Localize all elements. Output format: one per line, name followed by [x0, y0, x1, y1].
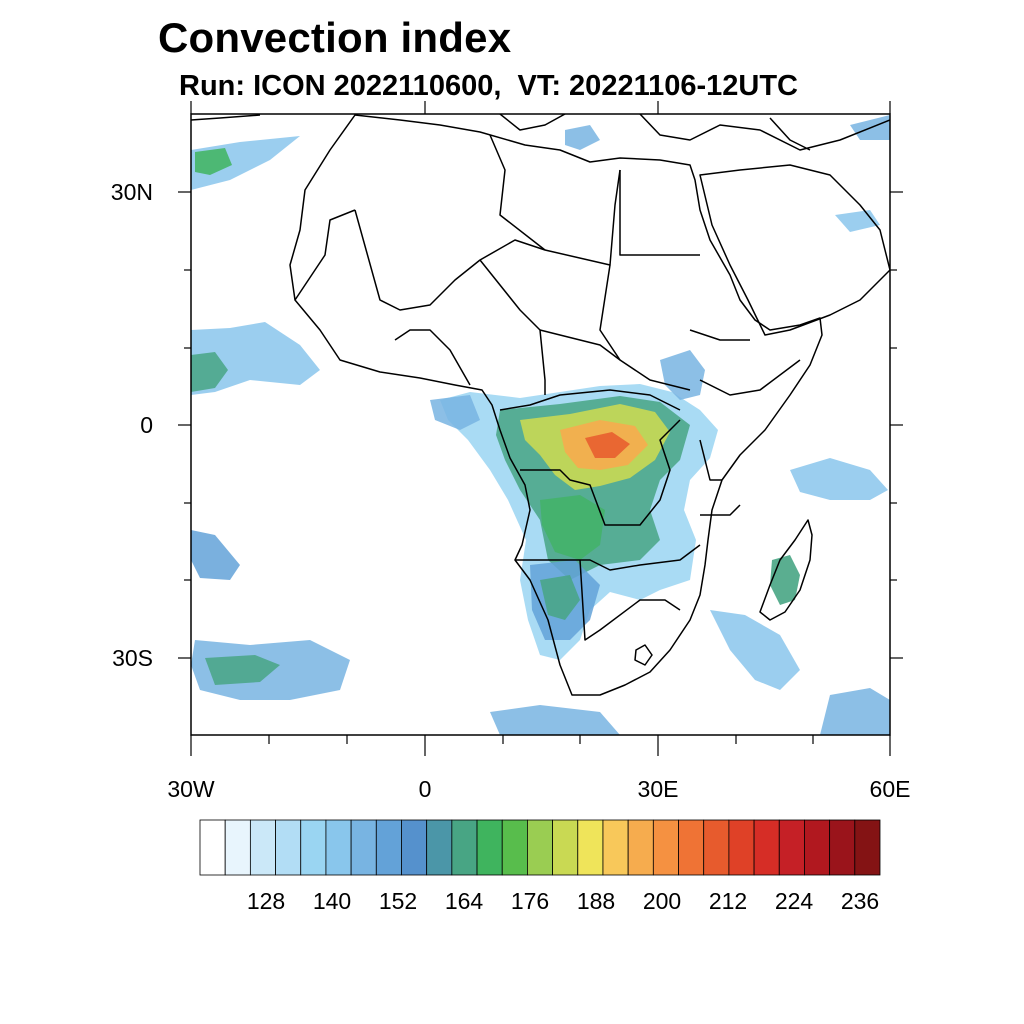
- colorbar-swatch: [829, 819, 856, 876]
- colorbar-swatch: [325, 819, 352, 876]
- colorbar: [199, 819, 881, 876]
- lat-label-30n: 30N: [110, 179, 153, 205]
- madagascar-coastline: [759, 519, 813, 621]
- convection-field-east-africa: [660, 350, 705, 400]
- convection-field-gulf-guinea: [430, 395, 480, 430]
- lon-label-0: 0: [418, 776, 432, 802]
- colorbar-swatch: [854, 819, 881, 876]
- colorbar-label: 212: [708, 888, 748, 914]
- colorbar-swatch: [300, 819, 327, 876]
- colorbar-swatch: [199, 819, 226, 876]
- convection-field-mediterranean: [565, 125, 600, 150]
- colorbar-swatch: [652, 819, 679, 876]
- colorbar-swatch: [627, 819, 654, 876]
- colorbar-swatch: [426, 819, 453, 876]
- convection-field-core-red: [585, 432, 630, 458]
- border-line: [619, 170, 700, 256]
- colorbar-swatch: [778, 819, 805, 876]
- colorbar-swatch: [249, 819, 276, 876]
- colorbar-label: 188: [576, 888, 616, 914]
- europe-coastline: [639, 114, 890, 151]
- colorbar-swatch: [527, 819, 553, 876]
- border-line: [294, 209, 356, 301]
- colorbar-swatch: [476, 819, 503, 876]
- convection-field-indian-ocean: [710, 610, 800, 690]
- convection-field-northwest-atlantic-core: [195, 148, 232, 175]
- lon-label-30w: 30W: [167, 776, 215, 802]
- map-ticks: [178, 101, 903, 756]
- lat-label-0: 0: [140, 412, 153, 438]
- colorbar-label: 140: [312, 888, 352, 914]
- colorbar-swatch: [804, 819, 831, 876]
- border-line: [520, 419, 681, 526]
- colorbar-label: 152: [378, 888, 418, 914]
- colorbar-swatch: [375, 819, 402, 876]
- border-line: [515, 544, 701, 571]
- colorbar-swatch: [703, 819, 730, 876]
- country-borders: [191, 114, 890, 696]
- colorbar-label: 128: [246, 888, 286, 914]
- chart-title: Convection index: [158, 14, 512, 61]
- colorbar-swatch: [275, 819, 302, 876]
- europe-coastline: [191, 114, 261, 121]
- colorbar-swatch: [753, 819, 780, 876]
- border-line: [539, 329, 621, 361]
- border-line: [689, 329, 750, 341]
- border-line: [700, 504, 741, 516]
- colorbar-label: 176: [510, 888, 550, 914]
- africa-coastline: [289, 114, 823, 696]
- convection-field-south-atlantic-core: [205, 655, 280, 685]
- colorbar-label: 224: [774, 888, 814, 914]
- europe-coastline: [499, 114, 566, 131]
- convection-field-southeast-band: [820, 688, 890, 735]
- border-line: [499, 389, 681, 411]
- convection-field-south-band: [490, 705, 620, 735]
- colorbar-swatch: [728, 819, 755, 876]
- convection-field-west-atlantic: [191, 322, 320, 395]
- lon-label-60e: 60E: [869, 776, 911, 802]
- convection-field-indian-ocean-east: [790, 458, 888, 500]
- colorbar-swatch: [350, 819, 377, 876]
- convection-field-west-atlantic-core: [191, 352, 228, 392]
- chart-subtitle: Run: ICON 2022110600, VT: 20221106-12UTC: [179, 70, 798, 102]
- colorbar-swatch: [678, 819, 705, 876]
- colorbar-label: 236: [840, 888, 880, 914]
- lon-label-30e: 30E: [637, 776, 679, 802]
- border-line: [699, 359, 801, 396]
- colorbar-swatch: [501, 819, 528, 876]
- border-line: [579, 559, 681, 641]
- colorbar-swatch: [224, 819, 251, 876]
- lat-label-30s: 30S: [112, 645, 153, 671]
- colorbar-label: 164: [444, 888, 484, 914]
- convection-field-namibia-core: [540, 575, 580, 620]
- border-line: [489, 134, 546, 251]
- border-line: [394, 329, 471, 386]
- colorbar-swatch: [451, 819, 478, 876]
- convection-field-atlantic-low: [191, 530, 240, 580]
- colorbar-swatch: [401, 819, 428, 876]
- border-line: [634, 644, 653, 666]
- colorbar-swatch: [552, 819, 579, 876]
- colorbar-swatch: [577, 819, 604, 876]
- map-content: [191, 114, 890, 735]
- convection-field-angola: [540, 495, 605, 560]
- europe-coastline: [769, 117, 811, 151]
- convection-fields: [191, 115, 890, 735]
- colorbar-label: 200: [642, 888, 682, 914]
- arabia-coastline: [699, 164, 890, 336]
- colorbar-swatch: [602, 819, 629, 876]
- border-line: [699, 439, 722, 481]
